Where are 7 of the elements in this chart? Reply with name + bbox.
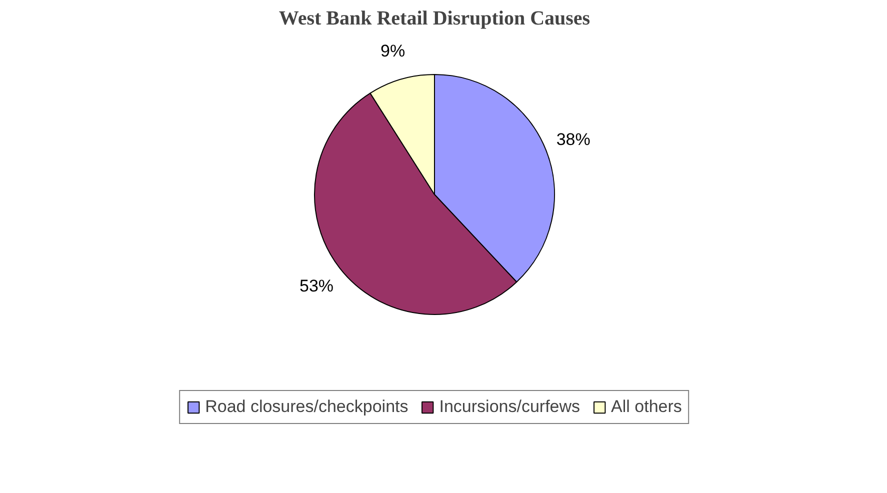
data-label: 38% [556,130,590,150]
data-label: 53% [299,276,334,296]
chart-title: West Bank Retail Disruption Causes [278,8,590,30]
legend-label: Road closures/checkpoints [205,397,408,417]
data-label: 9% [380,42,406,61]
legend-label: All others [611,397,682,417]
legend-label: Incursions/curfews [439,397,580,417]
